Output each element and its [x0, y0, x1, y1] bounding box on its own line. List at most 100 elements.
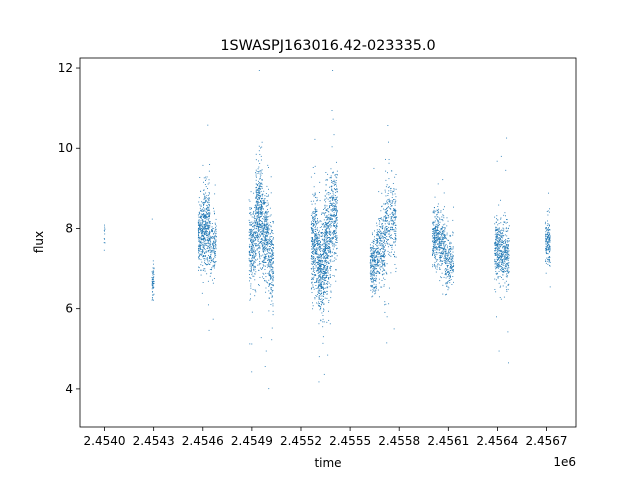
data-point — [371, 265, 373, 267]
data-point — [379, 230, 381, 232]
data-point — [260, 238, 262, 240]
data-point — [498, 240, 500, 242]
data-point — [256, 200, 258, 202]
data-point — [205, 235, 207, 237]
data-point — [257, 168, 259, 170]
data-point — [321, 257, 323, 259]
data-point — [450, 267, 452, 269]
data-point — [371, 255, 373, 257]
data-point — [450, 276, 452, 278]
data-point — [335, 244, 337, 246]
data-point — [312, 241, 314, 243]
data-point — [250, 261, 252, 263]
data-point — [447, 271, 449, 273]
data-point — [263, 242, 265, 244]
data-point — [391, 192, 393, 194]
data-point — [250, 270, 252, 272]
data-point — [432, 236, 434, 238]
data-point — [209, 239, 211, 241]
data-point — [203, 238, 204, 239]
data-point — [266, 281, 268, 283]
data-point — [312, 223, 314, 225]
data-point — [257, 235, 259, 237]
data-point — [506, 268, 508, 270]
data-point — [334, 257, 336, 259]
data-point — [433, 243, 435, 245]
data-point — [265, 232, 267, 234]
data-point — [443, 276, 445, 278]
data-point — [503, 252, 505, 254]
data-point — [250, 248, 252, 250]
data-point — [380, 286, 382, 288]
data-point — [328, 301, 330, 303]
data-point — [311, 261, 313, 263]
data-point — [317, 272, 319, 274]
data-point — [500, 254, 502, 256]
data-point — [331, 198, 333, 200]
data-point — [372, 273, 374, 275]
data-point — [320, 258, 322, 260]
data-point — [252, 238, 254, 240]
data-point — [333, 194, 335, 196]
data-point — [432, 242, 434, 244]
data-point — [210, 246, 212, 248]
data-point — [312, 258, 314, 259]
data-point — [335, 218, 337, 220]
data-point — [496, 254, 498, 256]
data-point — [435, 271, 437, 273]
data-point — [269, 233, 271, 235]
data-point — [507, 241, 509, 243]
data-point — [328, 262, 330, 264]
data-point — [386, 342, 388, 344]
data-point — [373, 243, 375, 245]
data-point — [323, 280, 325, 282]
data-point — [250, 237, 252, 239]
data-point — [374, 278, 376, 280]
data-point — [331, 215, 333, 217]
data-point — [257, 234, 259, 236]
data-point — [272, 248, 274, 249]
data-point — [262, 241, 264, 243]
data-point — [336, 191, 338, 193]
data-point — [437, 234, 439, 236]
data-point — [373, 251, 375, 253]
data-point — [332, 225, 334, 227]
data-point — [250, 266, 252, 268]
data-point — [255, 206, 257, 208]
data-point — [391, 251, 392, 253]
data-point — [321, 260, 323, 262]
data-point — [259, 211, 261, 213]
data-point — [432, 212, 434, 214]
data-point — [262, 244, 264, 246]
data-point — [271, 327, 273, 329]
data-point — [446, 276, 448, 278]
data-point — [256, 223, 258, 225]
data-point — [267, 231, 269, 233]
data-point — [321, 244, 323, 246]
data-point — [258, 207, 260, 208]
data-point — [266, 217, 268, 219]
data-point — [441, 233, 443, 235]
data-point — [448, 252, 450, 253]
data-point — [375, 255, 377, 256]
data-point — [315, 280, 317, 282]
data-point — [202, 229, 204, 231]
data-point — [388, 178, 390, 180]
data-point — [389, 213, 391, 215]
data-point — [381, 256, 383, 258]
data-point — [265, 211, 267, 213]
data-point — [499, 255, 501, 257]
data-point — [319, 260, 320, 262]
data-point — [318, 244, 320, 246]
data-point — [210, 230, 212, 232]
data-point — [497, 241, 498, 243]
data-point — [311, 287, 313, 289]
data-point — [320, 319, 322, 321]
data-point — [327, 243, 329, 245]
data-point — [369, 244, 371, 246]
data-point — [452, 246, 454, 248]
data-point — [322, 277, 324, 279]
data-point — [336, 222, 338, 224]
data-point — [394, 244, 396, 246]
data-point — [374, 280, 375, 281]
